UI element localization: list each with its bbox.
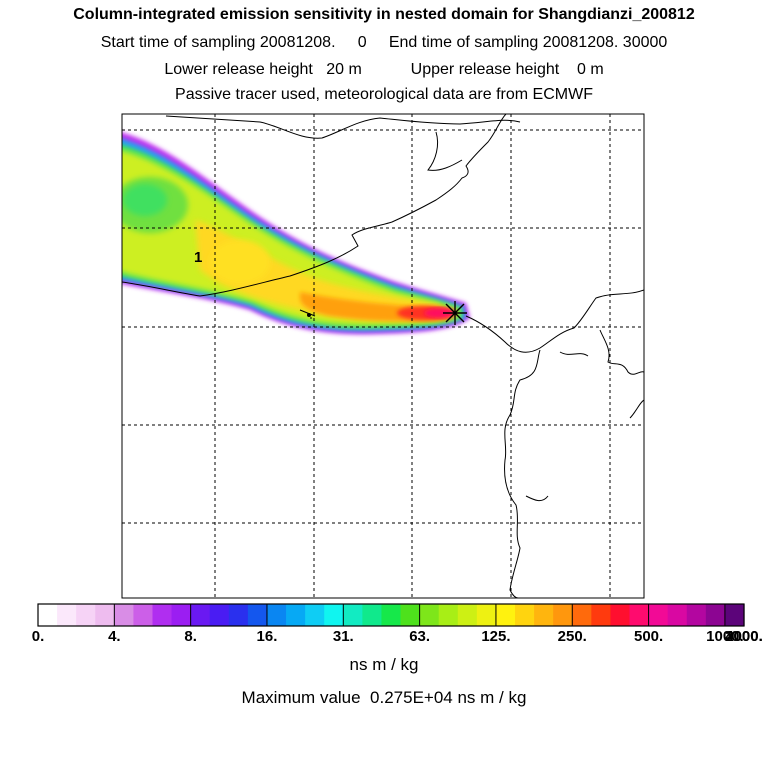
colorbar-swatch xyxy=(705,604,726,626)
colorbar-swatch xyxy=(591,604,612,626)
plume-field xyxy=(122,132,470,335)
colorbar-swatch xyxy=(324,604,344,626)
tracer-info: Passive tracer used, meteorological data… xyxy=(175,86,593,103)
colorbar-tick-label: 250. xyxy=(557,628,587,645)
colorbar-swatch xyxy=(114,604,134,626)
colorbar-swatch xyxy=(438,604,459,626)
colorbar-swatch xyxy=(667,604,688,626)
colorbar-swatch xyxy=(95,604,115,626)
colorbar-swatch xyxy=(343,604,363,626)
colorbar-unit: ns m / kg xyxy=(349,655,419,674)
colorbar-swatch xyxy=(610,604,631,626)
lat-lon-grid xyxy=(122,114,644,598)
colorbar-swatch xyxy=(419,604,440,626)
colorbar-swatch xyxy=(190,604,211,626)
colorbar-swatch xyxy=(534,604,554,626)
colorbar-swatch xyxy=(228,604,249,626)
colorbar-tick-label: 16. xyxy=(256,628,278,645)
colorbar-tick-label: 8. xyxy=(184,628,197,645)
colorbar-swatch xyxy=(286,604,306,626)
colorbar-swatch xyxy=(572,604,592,626)
colorbar-swatch xyxy=(57,604,77,626)
colorbar-tick-label: 31. xyxy=(332,628,354,645)
colorbar-swatch xyxy=(171,604,192,626)
figure-title: Column-integrated emission sensitivity i… xyxy=(73,6,695,23)
colorbar-swatch xyxy=(553,604,573,626)
city-dot xyxy=(307,313,311,317)
colorbar-swatch xyxy=(495,604,516,626)
receptor-star-icon xyxy=(443,301,467,325)
release-heights: Lower release height 20 m Upper release … xyxy=(164,61,604,78)
colorbar-swatch xyxy=(629,604,650,626)
colorbar-frame xyxy=(37,603,745,627)
colorbar-tick-label: 1000. xyxy=(706,628,744,645)
colorbar-swatch xyxy=(247,604,268,626)
colorbar-swatch xyxy=(400,604,421,626)
colorbar-swatch xyxy=(476,604,497,626)
colorbar-swatch xyxy=(515,604,535,626)
colorbar-tick-label: 2000. xyxy=(725,628,763,645)
colorbar-swatch xyxy=(38,604,58,626)
colorbar-swatch xyxy=(724,604,745,626)
colorbar-swatch xyxy=(381,604,402,626)
colorbar-tick-label: 4. xyxy=(108,628,121,645)
colorbar-swatch xyxy=(648,604,669,626)
map-frame xyxy=(121,113,645,599)
colorbar-swatch xyxy=(133,604,154,626)
colorbar-swatch xyxy=(686,604,707,626)
colorbar-tick-label: 63. xyxy=(409,628,431,645)
sampling-times: Start time of sampling 20081208. 0 End t… xyxy=(100,34,668,51)
colorbar-swatch xyxy=(209,604,230,626)
colorbar-swatch xyxy=(76,604,96,626)
colorbar-swatch xyxy=(152,604,173,626)
colorbar-swatch xyxy=(457,604,478,626)
colorbar-tick-label: 125. xyxy=(481,628,511,645)
colorbar-swatch xyxy=(305,604,325,626)
colorbar xyxy=(38,604,745,626)
colorbar-tick-label: 4000. xyxy=(725,628,763,645)
colorbar-swatch xyxy=(362,604,383,626)
maximum-value: Maximum value 0.275E+04 ns m / kg xyxy=(241,688,527,707)
colorbar-tick-label: 0. xyxy=(31,628,45,645)
colorbar-tick-label: 500. xyxy=(633,628,664,645)
coastlines xyxy=(122,114,644,598)
plume-label: 1 xyxy=(194,249,202,266)
colorbar-swatch xyxy=(266,604,287,626)
